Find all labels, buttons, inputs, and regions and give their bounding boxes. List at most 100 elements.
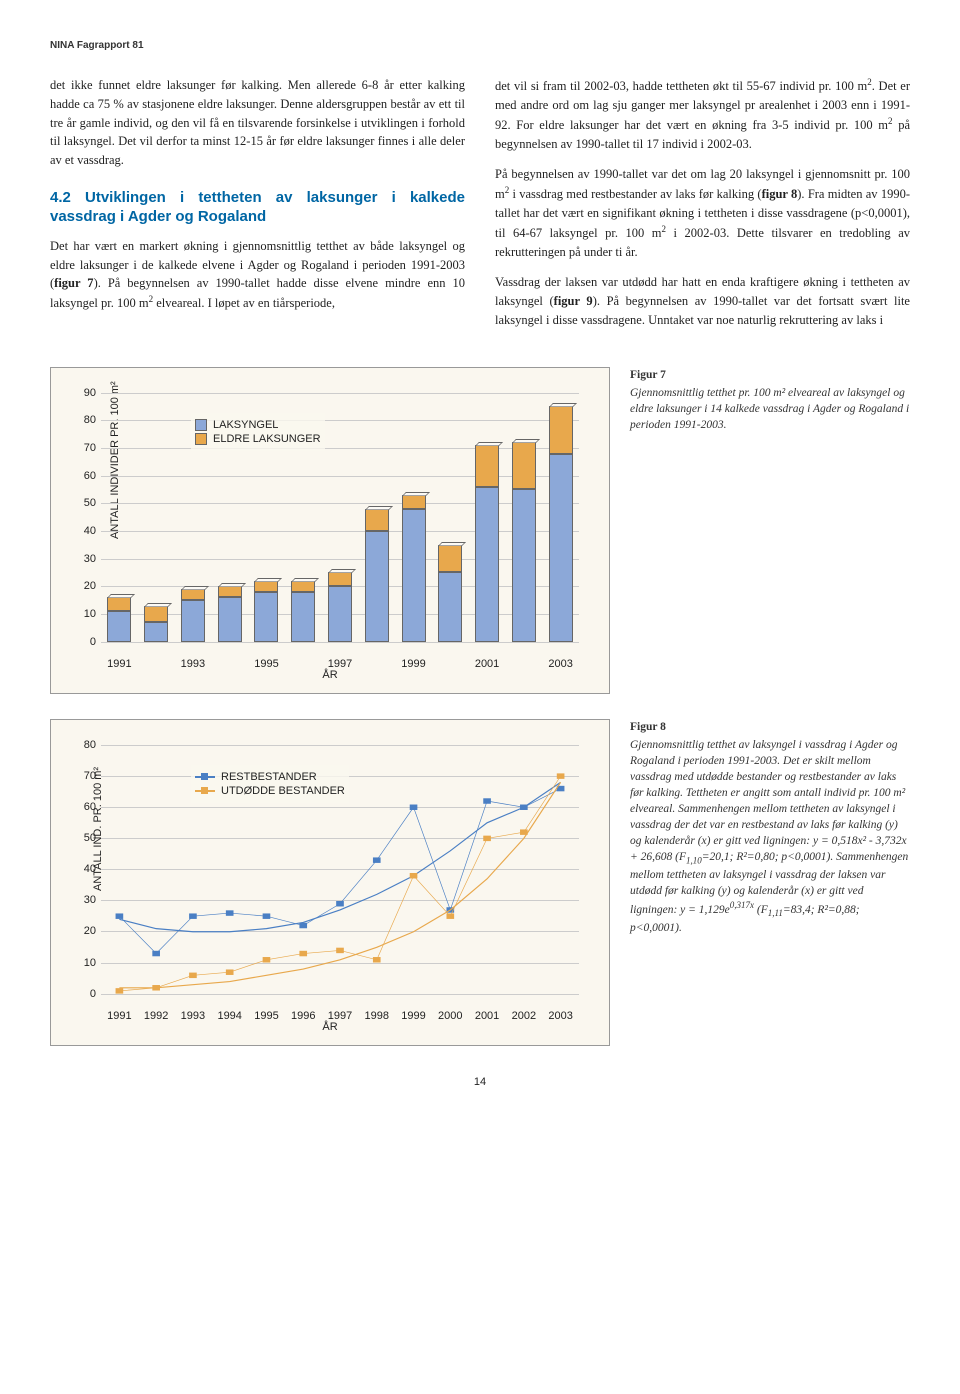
y-tick: 10 [71,957,96,969]
y-tick: 50 [71,497,96,509]
grid-line [101,420,579,421]
page-number: 14 [50,1076,910,1088]
fig8-plot-area: 0102030405060708019911992199319941995199… [101,745,579,995]
left-column: det ikke funnet eldre laksunger før kalk… [50,76,465,342]
x-tick: 1996 [291,1010,315,1022]
x-tick: 2003 [548,1010,572,1022]
grid-line [101,994,579,995]
bar [475,442,499,641]
bar [291,578,315,642]
body-text-columns: det ikke funnet eldre laksunger før kalk… [50,76,910,342]
data-marker [152,950,160,955]
report-header: NINA Fagrapport 81 [50,40,910,51]
y-tick: 90 [71,387,96,399]
bar [402,492,426,642]
grid-line [101,448,579,449]
y-tick: 0 [71,636,96,648]
data-marker [189,972,197,977]
legend-swatch [195,419,207,431]
data-marker [152,985,160,990]
right-column: det vil si fram til 2002-03, hadde tetth… [495,76,910,342]
figure-7-caption: Figur 7 Gjennomsnittlig tetthet pr. 100 … [630,367,910,433]
data-marker [336,901,344,906]
x-tick: 1998 [365,1010,389,1022]
grid-line [101,476,579,477]
x-tick: 2001 [475,658,499,670]
data-marker [483,798,491,803]
figure-8-caption: Figur 8 Gjennomsnittlig tetthet av laksy… [630,719,910,937]
y-tick: 80 [71,414,96,426]
figure-8-chart: ANTALL IND. PR. 100 m² 01020304050607080… [50,719,610,1046]
legend-swatch [195,433,207,445]
data-line [119,776,560,991]
y-tick: 70 [71,442,96,454]
grid-line [101,642,579,643]
y-tick: 40 [71,525,96,537]
x-tick: 1991 [107,1010,131,1022]
data-marker [373,857,381,862]
data-marker [116,913,124,918]
data-marker [116,988,124,993]
bar [181,586,205,642]
trend-line [119,782,560,987]
bar [144,603,168,642]
para-1: det ikke funnet eldre laksunger før kalk… [50,76,465,170]
fig7-x-axis-label: ÅR [322,669,337,681]
data-marker [336,947,344,952]
fig7-plot-area: 0102030405060708090199119931995199719992… [101,393,579,643]
legend-line-swatch [195,790,215,792]
y-tick: 80 [71,739,96,751]
fig8-x-axis-label: ÅR [322,1021,337,1033]
data-marker [226,910,234,915]
x-tick: 1999 [401,1010,425,1022]
y-tick: 40 [71,863,96,875]
y-tick: 30 [71,553,96,565]
grid-line [101,559,579,560]
data-marker [263,957,271,962]
legend-line-swatch [195,776,215,778]
para-3: det vil si fram til 2002-03, hadde tetth… [495,76,910,153]
bar [107,594,131,641]
data-marker [299,922,307,927]
x-tick: 1995 [254,658,278,670]
data-marker [410,804,418,809]
trend-line [119,782,560,931]
grid-line [101,393,579,394]
x-tick: 1994 [217,1010,241,1022]
section-heading-4-2: 4.2 Utviklingen i tettheten av laksunger… [50,188,465,227]
data-marker [557,773,565,778]
bar [438,542,462,642]
y-tick: 0 [71,988,96,1000]
y-tick: 20 [71,580,96,592]
para-2: Det har vært en markert økning i gjennom… [50,237,465,313]
x-tick: 1995 [254,1010,278,1022]
y-tick: 20 [71,925,96,937]
x-tick: 1993 [181,658,205,670]
y-tick: 10 [71,608,96,620]
data-marker [483,835,491,840]
bar [218,583,242,641]
x-tick: 1993 [181,1010,205,1022]
legend-label: ELDRE LAKSUNGER [213,433,321,445]
y-tick: 60 [71,470,96,482]
x-tick: 1991 [107,658,131,670]
data-marker [263,913,271,918]
legend-label: UTDØDDE BESTANDER [221,785,345,797]
figure-8-row: ANTALL IND. PR. 100 m² 01020304050607080… [50,719,910,1046]
para-4: På begynnelsen av 1990-tallet var det om… [495,165,910,261]
bar [328,569,352,641]
y-tick: 30 [71,894,96,906]
para-5: Vassdrag der laksen var utdødd har hatt … [495,273,910,329]
x-tick: 1992 [144,1010,168,1022]
bar [254,578,278,642]
data-marker [446,913,454,918]
x-tick: 2000 [438,1010,462,1022]
y-tick: 60 [71,801,96,813]
legend: LAKSYNGELELDRE LAKSUNGER [191,413,325,451]
x-tick: 2001 [475,1010,499,1022]
bar [512,439,536,641]
data-marker [410,873,418,878]
y-tick: 70 [71,770,96,782]
data-marker [226,969,234,974]
x-tick: 1999 [401,658,425,670]
